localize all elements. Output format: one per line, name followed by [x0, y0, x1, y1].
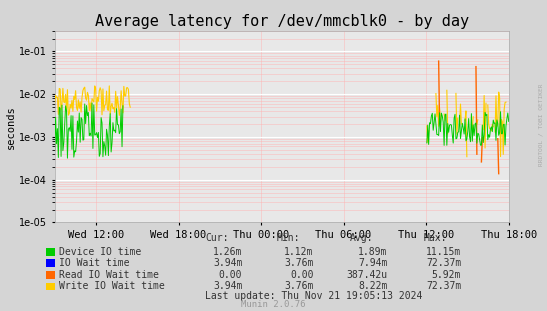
Text: IO Wait time: IO Wait time	[59, 258, 130, 268]
Text: 3.76m: 3.76m	[284, 281, 313, 291]
Text: Write IO Wait time: Write IO Wait time	[59, 281, 165, 291]
Text: Last update: Thu Nov 21 19:05:13 2024: Last update: Thu Nov 21 19:05:13 2024	[205, 291, 422, 301]
Text: Cur:: Cur:	[205, 233, 229, 243]
Text: 1.12m: 1.12m	[284, 247, 313, 257]
Text: 1.26m: 1.26m	[213, 247, 242, 257]
Text: 7.94m: 7.94m	[358, 258, 387, 268]
Text: Min:: Min:	[276, 233, 300, 243]
Text: 0.00: 0.00	[219, 270, 242, 280]
Text: Munin 2.0.76: Munin 2.0.76	[241, 300, 306, 309]
Text: 72.37m: 72.37m	[426, 258, 461, 268]
Text: Avg:: Avg:	[350, 233, 374, 243]
Title: Average latency for /dev/mmcblk0 - by day: Average latency for /dev/mmcblk0 - by da…	[95, 14, 469, 29]
Text: RRDTOOL / TOBI OETIKER: RRDTOOL / TOBI OETIKER	[538, 83, 543, 166]
Text: Device IO time: Device IO time	[59, 247, 141, 257]
Text: 3.76m: 3.76m	[284, 258, 313, 268]
Text: 72.37m: 72.37m	[426, 281, 461, 291]
Text: 5.92m: 5.92m	[432, 270, 461, 280]
Text: 3.94m: 3.94m	[213, 281, 242, 291]
Text: 11.15m: 11.15m	[426, 247, 461, 257]
Text: 1.89m: 1.89m	[358, 247, 387, 257]
Text: 8.22m: 8.22m	[358, 281, 387, 291]
Text: 387.42u: 387.42u	[346, 270, 387, 280]
Text: Max:: Max:	[424, 233, 447, 243]
Text: 3.94m: 3.94m	[213, 258, 242, 268]
Text: 0.00: 0.00	[290, 270, 313, 280]
Y-axis label: seconds: seconds	[6, 105, 16, 149]
Text: Read IO Wait time: Read IO Wait time	[59, 270, 159, 280]
